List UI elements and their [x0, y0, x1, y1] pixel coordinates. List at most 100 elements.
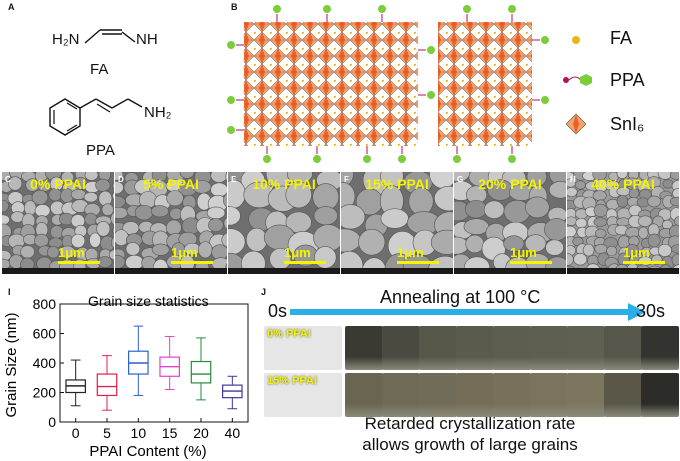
annealing-frame: [456, 326, 494, 370]
sem-grain-texture: [115, 172, 227, 268]
panel-label-g: G: [457, 175, 464, 184]
legend-label-ppa: PPA: [610, 70, 645, 90]
annealing-frame: [382, 373, 420, 417]
panel-label-j: J: [261, 287, 267, 297]
fa-cation-icon: [572, 36, 580, 44]
scale-bar: [58, 261, 100, 264]
annealing-frame: [567, 373, 605, 417]
annealing-frame: [419, 373, 457, 417]
grain-size-boxplot: 0 200 400 600 800 0 5 10 15 20 40 Grain size stati…: [3, 293, 249, 460]
fa-imine-label: NH: [136, 31, 158, 48]
x-tick-label: 15: [162, 425, 178, 441]
sem-image-20pct: G 20% PPAI 1μm: [454, 172, 566, 274]
lattice-slab-right: [438, 22, 532, 146]
box-body: [96, 373, 118, 397]
annealing-frame: [382, 326, 420, 370]
box-10: [128, 325, 149, 396]
ppa-molecule-structure: [49, 98, 143, 136]
x-tick-label: 40: [225, 425, 241, 441]
y-tick-label: 800: [33, 296, 57, 312]
caption-line-1: Retarded crystallization rate: [364, 414, 576, 433]
time-end-label: 30s: [636, 301, 666, 321]
lattice-legend-icons: [563, 36, 592, 135]
sem-label: 20% PPAI: [478, 176, 542, 192]
x-tick-label: 10: [131, 425, 147, 441]
sem-label: 5% PPAI: [143, 176, 199, 192]
ppa-name: PPA: [86, 142, 115, 159]
sem-image-15pct: F 15% PPAI 1μm: [341, 172, 453, 274]
strip-label: 15% PPAI: [267, 375, 317, 387]
sem-label: 0% PPAI: [30, 176, 86, 192]
legend-label-sni6: SnI₆: [610, 114, 645, 134]
scale-bar-label: 1μm: [284, 245, 311, 260]
annealing-frame: [345, 373, 383, 417]
sem-label: 40% PPAI: [591, 176, 655, 192]
annealing-frame: [530, 373, 568, 417]
chart-title: Grain size statistics: [88, 293, 209, 309]
panel-label-b: B: [231, 2, 238, 12]
panel-label-h: H: [570, 175, 576, 184]
sni6-octahedron-icon: [565, 113, 587, 135]
panel-label-f: F: [344, 175, 349, 184]
box-body: [190, 360, 212, 384]
sem-grain-texture: [567, 172, 679, 268]
y-tick-label: 0: [48, 414, 56, 430]
scale-bar: [510, 261, 552, 264]
panel-label-d: D: [118, 175, 124, 184]
scale-bar-label: 1μm: [171, 245, 198, 260]
x-axis-label: PPAI Content (%): [89, 443, 206, 460]
annealing-strip-0pct: 0% PPAI: [264, 323, 679, 373]
sem-image-10pct: E 10% PPAI 1μm: [228, 172, 340, 274]
perovskite-lattice-diagram: [227, 5, 549, 163]
plot-frame: [59, 303, 249, 423]
annealing-frame: [641, 373, 679, 417]
sem-image-0pct: C 0% PPAI 1μm: [2, 172, 114, 274]
x-tick-label: 5: [103, 425, 111, 441]
caption-line-2: allows growth of large grains: [362, 435, 578, 454]
annealing-frame: [456, 373, 494, 417]
fa-molecule-structure: [84, 29, 136, 44]
annealing-arrow: [290, 303, 646, 321]
legend-label-fa: FA: [610, 28, 633, 48]
x-tick-label: 0: [72, 425, 80, 441]
box-15: [159, 335, 180, 391]
panel-label-a: A: [8, 2, 15, 12]
annealing-frame: [345, 326, 383, 370]
y-tick-label: 400: [33, 355, 57, 371]
annealing-frame: [641, 326, 679, 370]
annealing-frame: [493, 326, 531, 370]
panel-label-e: E: [231, 175, 237, 184]
annealing-frame: [264, 373, 342, 417]
box-0: [65, 359, 86, 407]
ppa-phenyl-heads: [227, 5, 549, 163]
annealing-frame: [567, 326, 605, 370]
lattice-slab-left: [244, 22, 418, 146]
sem-grain-texture: [341, 172, 453, 268]
box-40: [222, 375, 243, 410]
y-axis-label: Grain Size (nm): [3, 312, 20, 417]
annealing-title: Annealing at 100 °C: [380, 287, 541, 307]
scale-bar: [623, 261, 665, 264]
scale-bar: [284, 261, 326, 264]
sem-grain-texture: [454, 172, 566, 268]
sem-label: 15% PPAI: [365, 176, 429, 192]
scale-bar-label: 1μm: [58, 245, 85, 260]
strip-label: 0% PPAI: [267, 328, 311, 340]
panel-label-c: C: [5, 175, 11, 184]
annealing-frame: [264, 326, 342, 370]
scale-bar: [171, 261, 213, 264]
time-start-label: 0s: [268, 301, 288, 321]
ppa-amine-label: NH₂: [144, 104, 172, 121]
sem-label: 10% PPAI: [252, 176, 316, 192]
scale-bar-label: 1μm: [623, 245, 650, 260]
box-20: [190, 337, 212, 401]
annealing-frame: [493, 373, 531, 417]
ppa-cation-icon: [563, 74, 592, 86]
y-tick-label: 600: [33, 326, 57, 342]
fa-name: FA: [90, 61, 109, 78]
y-tick-label: 200: [33, 385, 57, 401]
annealing-frame: [604, 373, 642, 417]
annealing-frame: [419, 326, 457, 370]
scale-bar-label: 1μm: [510, 245, 537, 260]
scale-bar: [397, 261, 439, 264]
